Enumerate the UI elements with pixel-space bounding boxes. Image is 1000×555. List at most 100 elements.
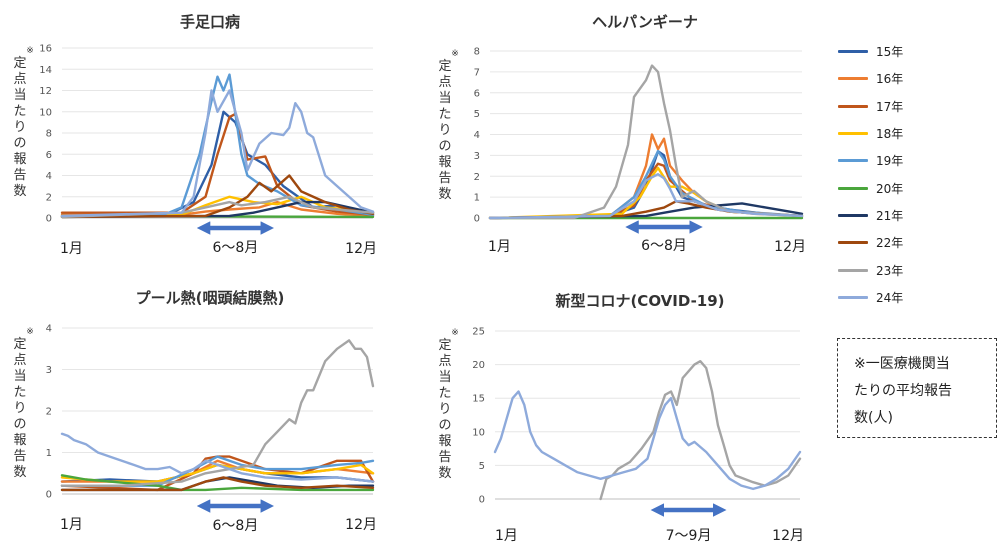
y-axis-label-char: 点 xyxy=(438,354,451,369)
y-tick-label: 1 xyxy=(474,193,480,204)
legend-label: 23年 xyxy=(876,263,904,278)
series-line-24年 xyxy=(488,173,804,220)
y-axis-label-char: 当 xyxy=(438,91,451,106)
legend-item: 15年 xyxy=(838,38,958,65)
y-tick-label: 0 xyxy=(474,214,480,225)
legend-label: 24年 xyxy=(876,290,904,305)
x-label-start: 1月 xyxy=(60,241,83,257)
y-axis-mark: ※ xyxy=(451,328,459,338)
y-tick-label: 6 xyxy=(46,150,52,161)
legend-item: 18年 xyxy=(838,120,958,147)
y-axis-label-char: 定 xyxy=(438,338,451,353)
y-tick-label: 10 xyxy=(39,107,52,118)
chart-legend: 15年 16年 17年 18年 19年 20年 21年 22年 23年 24年 xyxy=(838,38,958,311)
y-tick-label: 15 xyxy=(472,394,485,405)
series-line-23年 xyxy=(488,64,804,220)
legend-label: 17年 xyxy=(876,99,904,114)
y-axis-label-char: た xyxy=(438,386,451,401)
legend-swatch xyxy=(838,132,868,136)
x-label-start: 1月 xyxy=(60,517,83,533)
legend-item: 20年 xyxy=(838,174,958,201)
series-line-24年 xyxy=(60,89,375,218)
y-axis-label-char: 数 xyxy=(13,465,26,480)
legend-swatch xyxy=(838,50,868,54)
series-line-16年 xyxy=(60,200,375,218)
y-axis-label-char: り xyxy=(438,402,451,417)
season-range-label: 6〜8月 xyxy=(213,240,259,256)
y-axis-label-char: 当 xyxy=(438,370,451,385)
y-axis-label-char: 定 xyxy=(13,56,26,71)
panel-title: ヘルパンギーナ xyxy=(592,13,698,31)
y-tick-label: 5 xyxy=(474,109,480,120)
y-axis-label-char: た xyxy=(13,385,26,400)
y-axis-mark: ※ xyxy=(451,49,459,59)
y-tick-label: 12 xyxy=(39,86,52,97)
legend-swatch xyxy=(838,186,868,190)
series-line-19年 xyxy=(60,73,375,219)
y-axis-label-char: 報 xyxy=(438,434,451,449)
y-tick-label: 2 xyxy=(46,407,52,418)
series-line-22年 xyxy=(60,476,375,492)
x-label-start: 1月 xyxy=(488,239,511,255)
y-axis-label-char: 告 xyxy=(438,450,451,465)
y-axis-label-char: り xyxy=(13,401,26,416)
legend-label: 18年 xyxy=(876,127,904,142)
season-range-label: 6〜8月 xyxy=(213,518,259,534)
y-tick-label: 3 xyxy=(474,151,480,162)
series-line-21年 xyxy=(60,200,375,219)
y-axis-label-char: の xyxy=(13,136,26,151)
y-tick-label: 16 xyxy=(39,44,52,55)
series-line-19年 xyxy=(60,455,375,487)
legend-label: 21年 xyxy=(876,208,904,223)
legend-item: 17年 xyxy=(838,93,958,120)
y-tick-label: 4 xyxy=(46,324,52,335)
season-range-label: 6〜8月 xyxy=(641,238,687,254)
y-tick-label: 6 xyxy=(474,88,480,99)
y-tick-label: 1 xyxy=(46,448,52,459)
y-axis-label-char: 数 xyxy=(438,187,451,202)
y-axis-label-char: 数 xyxy=(438,466,451,481)
y-axis-mark: ※ xyxy=(26,46,34,56)
series-line-18年 xyxy=(60,463,375,483)
y-tick-label: 0 xyxy=(46,214,52,225)
series-line-17年 xyxy=(60,112,375,216)
legend-item: 24年 xyxy=(838,284,958,311)
y-tick-label: 0 xyxy=(479,495,485,506)
y-tick-label: 4 xyxy=(46,171,52,182)
y-axis-mark: ※ xyxy=(26,327,34,337)
y-axis-label-char: 点 xyxy=(13,72,26,87)
legend-swatch xyxy=(838,159,868,163)
series-line-23年 xyxy=(60,195,375,219)
y-axis-label-char: 報 xyxy=(438,155,451,170)
unit-note-line-1: ※一医療機関当 xyxy=(854,356,950,372)
legend-item: 16年 xyxy=(838,65,958,92)
y-tick-label: 20 xyxy=(472,360,485,371)
y-axis-label-char: た xyxy=(13,104,26,119)
legend-label: 22年 xyxy=(876,236,904,251)
legend-label: 20年 xyxy=(876,181,904,196)
series-line-17年 xyxy=(488,162,804,220)
series-line-23年 xyxy=(60,339,375,487)
y-tick-label: 10 xyxy=(472,427,485,438)
panel-title: 手足口病 xyxy=(180,13,240,31)
legend-item: 21年 xyxy=(838,202,958,229)
series-line-24年 xyxy=(493,390,802,491)
x-label-end: 12月 xyxy=(774,239,806,255)
y-tick-label: 25 xyxy=(472,327,485,338)
season-range-label: 7〜9月 xyxy=(666,528,712,544)
y-tick-label: 0 xyxy=(46,490,52,501)
legend-label: 15年 xyxy=(876,45,904,60)
y-tick-label: 2 xyxy=(46,192,52,203)
y-axis-label-char: 報 xyxy=(13,433,26,448)
y-axis-label-char: 告 xyxy=(13,449,26,464)
y-tick-label: 2 xyxy=(474,172,480,183)
y-axis-label-char: 告 xyxy=(438,171,451,186)
y-axis-label-char: の xyxy=(438,418,451,433)
y-axis-label-char: の xyxy=(13,417,26,432)
legend-swatch xyxy=(838,241,868,245)
